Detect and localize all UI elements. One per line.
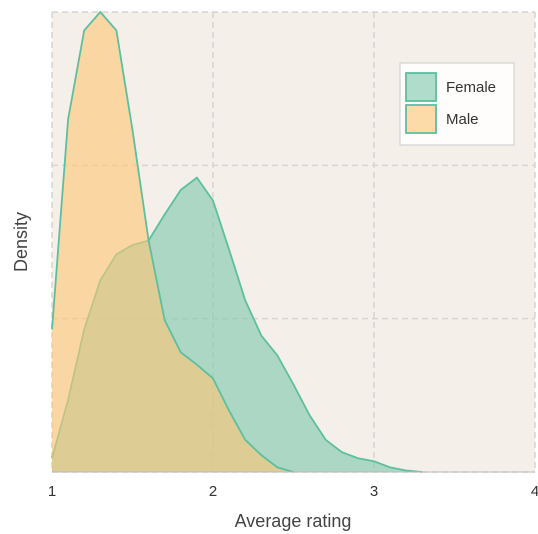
x-axis-title: Average rating [235,511,352,531]
density-area [52,12,294,472]
x-tick-label: 2 [209,483,217,500]
x-tick-label: 1 [48,483,56,500]
legend-swatch [405,72,437,102]
x-tick-label: 4 [531,483,538,500]
y-axis-title: Density [11,212,31,272]
legend-swatch [405,104,437,134]
legend-label: Male [446,111,479,128]
legend-label: Female [446,79,496,96]
density-line [51,10,294,473]
x-tick-label: 3 [370,483,378,500]
